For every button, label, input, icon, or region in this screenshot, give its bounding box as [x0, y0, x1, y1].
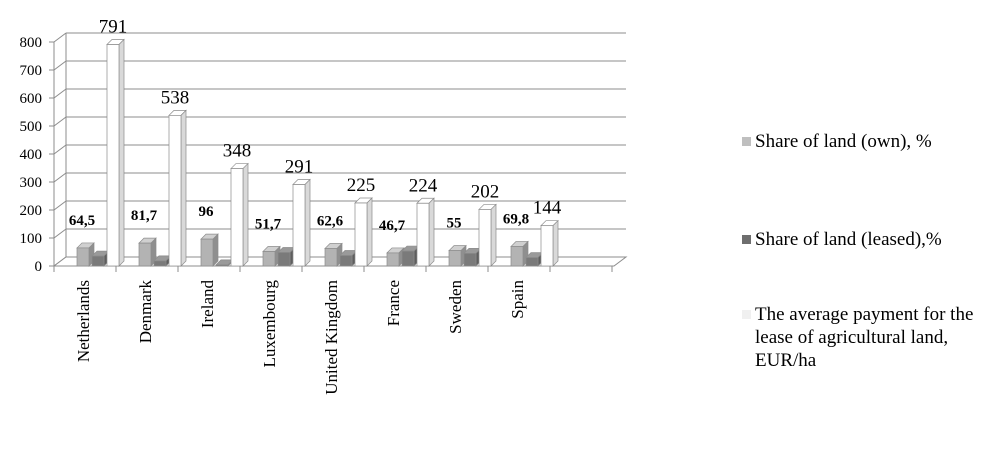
category-label: Luxembourg [260, 280, 279, 368]
category-label: France [384, 280, 403, 326]
data-label-own: 55 [447, 216, 462, 232]
data-labels: 64,5 791 81,7 538 96 348 51,7 291 62,6 225 46,7 224… [69, 17, 562, 234]
gridlines [53, 32, 626, 267]
bar [168, 115, 182, 267]
data-label-own: 51,7 [255, 217, 282, 233]
data-label-own: 62,6 [317, 213, 344, 229]
gridline-side [53, 172, 67, 183]
y-tick-label: 200 [20, 203, 43, 219]
legend-item-payment: The average payment for the lease of agr… [742, 303, 997, 372]
bar-side [212, 233, 219, 267]
bar [277, 252, 291, 267]
bar-side [242, 162, 249, 267]
category-label: Ireland [198, 280, 217, 329]
bar-side [428, 197, 435, 267]
axes [49, 33, 628, 272]
bar-side [304, 178, 311, 267]
bar [386, 252, 400, 267]
bar [448, 250, 462, 267]
bar-side [180, 109, 187, 267]
data-label-payment: 224 [409, 175, 438, 196]
data-label-own: 96 [199, 204, 215, 220]
category-label: Netherlands [74, 280, 93, 362]
bar-side [552, 219, 559, 267]
legend-swatch-payment [742, 310, 751, 319]
gridline-side [53, 116, 67, 127]
bar [292, 184, 306, 267]
gridline-side [53, 60, 67, 71]
legend-label-leased: Share of land (leased),% [755, 229, 942, 250]
bar [339, 255, 353, 267]
bar [463, 253, 477, 267]
bar [401, 250, 415, 267]
y-tick-label: 300 [20, 175, 43, 191]
data-label-payment: 538 [161, 87, 190, 108]
legend-label-payment: The average payment for the lease of agr… [755, 304, 974, 371]
gridline-side [53, 32, 67, 43]
bar [510, 246, 524, 267]
bar [354, 202, 368, 267]
category-label: Sweden [446, 280, 465, 334]
legend-label-own: Share of land (own), % [755, 131, 932, 152]
gridline-side [53, 88, 67, 99]
bar [106, 44, 120, 267]
legend-item-leased: Share of land (leased),% [742, 228, 942, 251]
data-label-own: 81,7 [131, 208, 158, 224]
data-label-payment: 225 [347, 175, 376, 196]
bar [200, 238, 214, 267]
y-axis-ticks: 0 100 200 300 400 500 600 700 800 [20, 35, 43, 275]
legend-swatch-own [742, 137, 751, 146]
data-label-own: 64,5 [69, 213, 95, 229]
category-label: Denmark [136, 280, 155, 344]
y-tick-label: 800 [20, 35, 43, 51]
bar [540, 225, 554, 267]
data-label-payment: 791 [99, 17, 128, 38]
bar-side [490, 203, 497, 267]
bar [478, 209, 492, 267]
bar-side [118, 38, 125, 267]
bar [416, 202, 430, 267]
legend-swatch-leased [742, 235, 751, 244]
bar [262, 251, 276, 267]
bar [153, 260, 167, 267]
gridline-side [53, 228, 67, 239]
legend-item-own: Share of land (own), % [742, 130, 932, 153]
y-tick-label: 400 [20, 147, 43, 163]
data-label-payment: 202 [471, 181, 500, 202]
y-tick-label: 100 [20, 231, 43, 247]
y-tick-label: 700 [20, 63, 43, 79]
bar [324, 248, 338, 267]
bar [91, 255, 105, 267]
data-label-own: 69,8 [503, 211, 529, 227]
category-label: United Kingdom [322, 280, 341, 395]
bar [76, 247, 90, 267]
gridline-side [53, 144, 67, 155]
bar [230, 168, 244, 267]
data-label-payment: 291 [285, 157, 314, 178]
y-tick-label: 500 [20, 119, 43, 135]
x-axis-categories: Netherlands Denmark Ireland Luxembourg Unite… [74, 280, 527, 395]
data-label-payment: 144 [533, 198, 562, 219]
bar [525, 257, 539, 267]
y-tick-label: 0 [35, 259, 43, 275]
bar [215, 264, 229, 267]
category-label: Spain [508, 280, 527, 319]
gridline-side [53, 200, 67, 211]
bars [76, 38, 559, 267]
y-tick-label: 600 [20, 91, 43, 107]
bar-side [366, 197, 373, 267]
data-label-payment: 348 [223, 141, 252, 162]
bar [138, 242, 152, 267]
data-label-own: 46,7 [379, 218, 406, 234]
